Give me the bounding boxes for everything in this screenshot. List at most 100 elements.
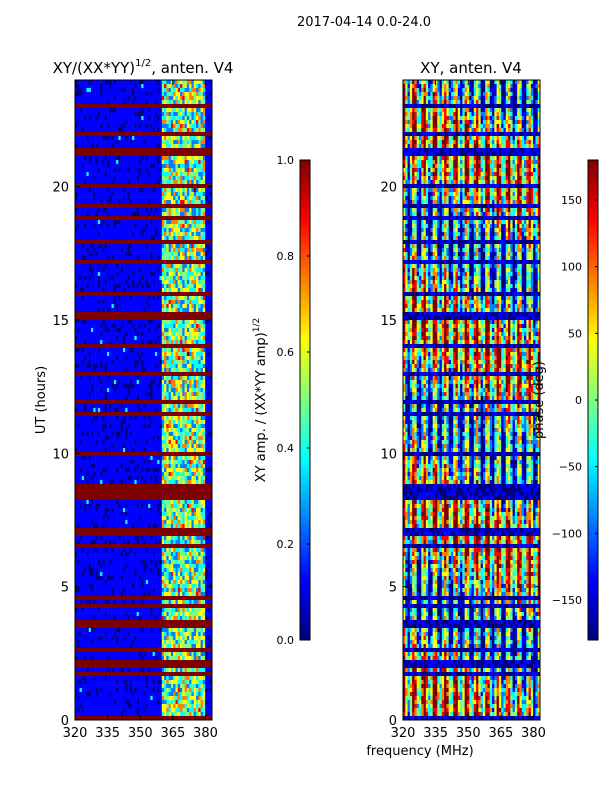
heatmap-cell (166, 324, 169, 329)
heatmap-cell (106, 396, 110, 401)
heatmap-cell (170, 276, 174, 281)
heatmap-cell (84, 188, 87, 193)
heatmap-cell (102, 232, 105, 237)
heatmap-cell (150, 348, 153, 353)
heatmap-cell (93, 236, 96, 241)
heatmap-cell (138, 352, 142, 357)
heatmap-cell (138, 408, 142, 413)
heatmap-cell (79, 324, 83, 329)
heatmap-cell (90, 248, 94, 253)
heatmap-cell (111, 100, 115, 105)
heatmap-cell (132, 92, 135, 97)
heatmap-cell (136, 136, 140, 141)
heatmap-cell (173, 380, 176, 385)
heatmap-cell (202, 180, 206, 185)
heatmap-cell (159, 248, 163, 253)
heatmap-cell (198, 180, 201, 185)
heatmap-cell (202, 300, 206, 305)
heatmap-cell (184, 236, 188, 241)
heatmap-cell (88, 252, 92, 257)
heatmap-cell (148, 192, 151, 197)
heatmap-cell (132, 400, 135, 405)
heatmap-cell (111, 296, 115, 301)
heatmap-cell (182, 112, 185, 117)
heatmap-cell (154, 348, 158, 353)
heatmap-cell (184, 128, 188, 133)
heatmap-cell (141, 364, 144, 369)
heatmap-cell (138, 244, 142, 249)
heatmap-cell (125, 312, 128, 317)
heatmap-cell (113, 272, 117, 277)
heatmap-cell (127, 392, 131, 397)
heatmap-cell (93, 136, 96, 141)
heatmap-cell (104, 368, 108, 373)
heatmap-cell (111, 116, 115, 121)
heatmap-cell (75, 244, 78, 249)
heatmap-cell (90, 380, 94, 385)
heatmap-cell (88, 272, 92, 277)
heatmap-cell (152, 368, 156, 373)
heatmap-cell (136, 96, 140, 101)
heatmap-cell (191, 368, 195, 373)
heatmap-cell (79, 156, 83, 161)
heatmap-cell (150, 332, 153, 337)
heatmap-cell (168, 188, 172, 193)
heatmap-cell (168, 216, 172, 221)
heatmap-cell (127, 384, 131, 389)
heatmap-cell (161, 316, 165, 321)
heatmap-cell (81, 300, 85, 305)
heatmap-cell (191, 188, 195, 193)
heatmap-cell (75, 320, 78, 325)
heatmap-cell (120, 156, 124, 161)
heatmap-cell (168, 196, 172, 201)
heatmap-cell (170, 140, 174, 145)
heatmap-cell (154, 260, 158, 265)
heatmap-cell (100, 160, 103, 165)
heatmap-cell (120, 324, 124, 329)
heatmap-cell (122, 364, 126, 369)
heatmap-cell (191, 344, 195, 349)
heatmap-cell (79, 112, 83, 117)
heatmap-cell (145, 248, 149, 253)
heatmap-cell (127, 132, 131, 137)
heatmap-cell (175, 268, 179, 273)
heatmap-cell (95, 132, 99, 137)
heatmap-cell (136, 156, 140, 161)
heatmap-cell (198, 208, 201, 213)
heatmap-cell (136, 348, 140, 353)
heatmap-cell (152, 216, 156, 221)
heatmap-cell (116, 88, 119, 93)
heatmap-cell (189, 236, 192, 241)
heatmap-cell (164, 256, 167, 261)
heatmap-cell (100, 140, 103, 145)
heatmap-cell (182, 192, 185, 197)
heatmap-cell (150, 340, 153, 345)
heatmap-cell (120, 320, 124, 325)
heatmap-cell (134, 328, 137, 333)
heatmap-cell (122, 300, 126, 305)
heatmap-cell (120, 296, 124, 301)
heatmap-cell (111, 96, 115, 101)
heatmap-cell (125, 396, 128, 401)
heatmap-cell (111, 352, 115, 357)
heatmap-cell (209, 272, 212, 277)
heatmap-cell (186, 172, 190, 177)
heatmap-cell (111, 292, 115, 297)
heatmap-cell (122, 200, 126, 205)
heatmap-cell (209, 340, 212, 345)
heatmap-cell (95, 88, 99, 93)
heatmap-cell (189, 296, 192, 301)
heatmap-cell (79, 348, 83, 353)
heatmap-cell (129, 400, 133, 405)
heatmap-cell (129, 120, 133, 125)
heatmap-cell (143, 364, 147, 369)
heatmap-cell (191, 296, 195, 301)
heatmap-cell (97, 120, 101, 125)
heatmap-cell (90, 132, 94, 137)
heatmap-cell (79, 164, 83, 169)
heatmap-cell (138, 188, 142, 193)
heatmap-cell (127, 328, 131, 333)
heatmap-cell (125, 152, 128, 157)
heatmap-cell (145, 124, 149, 129)
heatmap-cell (86, 404, 89, 409)
